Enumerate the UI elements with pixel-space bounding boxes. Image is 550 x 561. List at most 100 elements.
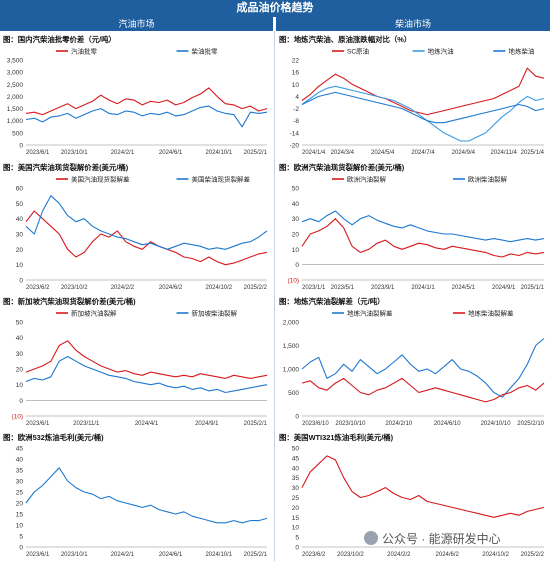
y-tick-label: 40: [16, 335, 24, 342]
section-header-diesel: 柴油市场: [276, 17, 550, 31]
y-tick-label: 50: [16, 320, 24, 327]
y-tick-label: 4: [295, 94, 299, 101]
legend-label: 地炼汽油: [428, 47, 454, 56]
x-tick-label: 2025/1/1: [521, 285, 545, 291]
y-tick-label: 20: [16, 247, 24, 254]
chart-panel-singapore-crack-spread: 图：新加坡汽柴油现货裂解价差(美元/桶) (10) 0 10 20 30 40 50 2023/…: [0, 296, 273, 430]
x-tick-label: 2025/1/4: [521, 150, 545, 156]
x-tick-label: 2023/11/1: [73, 421, 100, 427]
chart-title: 图：地炼汽柴油裂解差（元/吨）: [279, 297, 385, 306]
x-tick-label: 2024/6/1: [159, 552, 183, 558]
x-tick-label: 2024/6/10: [434, 421, 461, 427]
chart-svg: 0 5 10 15 20 25 30 35 40 45 50 2023/6/2 2023/10/2 202…: [292, 446, 545, 559]
y-tick-label: 2,500: [7, 82, 24, 89]
legend-label: SC原油: [347, 47, 369, 56]
x-tick-label: 2024/2/2: [111, 285, 135, 291]
y-tick-label: 30: [292, 216, 300, 223]
y-tick-label: 30: [16, 232, 24, 239]
x-tick-label: 2023/10/1: [61, 552, 88, 558]
x-tick-label: 2024/2/10: [385, 421, 412, 427]
y-tick-label: 20: [16, 501, 24, 508]
legend-label: 地炼汽油裂解差: [347, 309, 393, 318]
x-tick-label: 2025/2/1: [244, 421, 268, 427]
y-tick-label: 20: [292, 232, 300, 239]
x-tick-label: 2024/5/4: [371, 150, 395, 156]
section-header-gasoline: 汽油市场: [0, 17, 273, 31]
x-tick-label: 2023/6/2: [302, 552, 326, 558]
y-tick-label: 50: [292, 186, 300, 193]
x-tick-label: 2023/6/1: [26, 552, 50, 558]
x-tick-label: 2024/2/1: [111, 552, 135, 558]
y-tick-label: 0: [295, 262, 299, 269]
series-line: [25, 105, 268, 128]
series-line: [25, 210, 268, 266]
series-line: [301, 85, 545, 142]
x-tick-label: 2025/2/1: [244, 552, 268, 558]
watermark: 公众号 · 能源研发中心: [364, 530, 501, 547]
y-tick-label: 50: [292, 446, 300, 453]
chart-title: 图：国内汽柴油批零价差（元/吨）: [3, 35, 116, 44]
x-tick-label: 2024/9/4: [452, 150, 476, 156]
x-tick-label: 2023/6/2: [26, 285, 50, 291]
x-tick-label: 2024/10/1: [205, 552, 232, 558]
chart-svg: -20 -14 -8 -2 4 10 16 22 2024/1/4 2024/3/4 2024/5/…: [290, 47, 545, 157]
y-tick-label: 10: [16, 382, 24, 389]
y-tick-label: -2: [293, 106, 299, 113]
y-tick-label: 35: [292, 475, 300, 482]
legend-label: 地炼柴油: [508, 47, 534, 56]
y-tick-label: 15: [16, 512, 24, 519]
chart-panel-us-crack-spread: 图：美国汽柴油现货裂解价差(美元/桶) 0 10 20 30 40 50 60 2023/6/2…: [0, 162, 273, 294]
y-tick-label: (10): [11, 414, 23, 421]
page-title: 成品油价格趋势: [0, 0, 550, 17]
x-tick-label: 2023/10/2: [337, 552, 364, 558]
x-tick-label: 2024/5/1: [452, 285, 476, 291]
chart-title: 图：欧洲汽柴油现货裂解价差(美元/桶): [279, 163, 405, 172]
x-tick-label: 2024/4/1: [135, 421, 159, 427]
chart-svg: 0 500 1,000 1,500 2,000 2023/6/10 2023/10/10 20…: [283, 309, 545, 428]
chart-svg: (10) 0 10 20 30 40 50 2023/6/1 2023/11/1 2024/4/1…: [11, 309, 268, 428]
y-tick-label: 16: [292, 70, 300, 77]
chart-title: 图：美国汽柴油现货裂解价差(美元/桶): [3, 163, 129, 172]
chart-title: 图：新加坡汽柴油现货裂解价差(美元/桶): [3, 297, 136, 306]
y-tick-label: 5: [295, 535, 299, 542]
series-line: [25, 87, 268, 116]
y-tick-label: 0: [19, 278, 23, 285]
legend-label: 柴油批零: [192, 47, 219, 56]
series-line: [301, 377, 545, 403]
y-tick-label: 1,000: [283, 367, 300, 374]
series-line: [25, 340, 268, 379]
x-tick-label: 2024/6/2: [436, 552, 460, 558]
y-tick-label: 40: [16, 457, 24, 464]
y-tick-label: 3,500: [7, 58, 24, 65]
x-tick-label: 2024/1/4: [302, 150, 326, 156]
x-tick-label: 2025/2/10: [517, 421, 544, 427]
y-tick-label: 2,000: [7, 94, 24, 101]
x-tick-label: 2024/2/1: [111, 150, 135, 156]
series-line: [301, 210, 545, 243]
x-tick-label: 2024/9/1: [492, 285, 516, 291]
chart-svg: 0 500 1,000 1,500 2,000 2,500 3,000 3,500 2023/6…: [7, 47, 268, 157]
x-tick-label: 2024/2/2: [387, 552, 411, 558]
legend-label: 美国柴油现货裂解差: [192, 175, 251, 184]
x-tick-label: 2023/1/1: [302, 285, 326, 291]
chart-panel-domestic-wholesale-retail-spread: 图：国内汽柴油批零价差（元/吨） 0 500 1,000 1,500 2,000 2,500…: [0, 34, 273, 159]
series-line: [25, 467, 268, 524]
watermark-text: 公众号 · 能源研发中心: [382, 532, 501, 546]
series-line: [301, 338, 545, 398]
legend-label: 欧洲汽油裂解: [347, 175, 387, 184]
y-tick-label: 1,000: [7, 118, 24, 125]
y-tick-label: 10: [16, 262, 24, 269]
chart-panel-refinery-crack-spread: 图：地炼汽柴油裂解差（元/吨） 0 500 1,000 1,500 2,000 2023/6…: [276, 296, 550, 430]
y-tick-label: -20: [290, 143, 300, 150]
chart-panel-us-wti321-margin: 图：美国WTI321炼油毛利(美元/桶) 0 5 10 15 20 25 30 35 40 45 50…: [276, 432, 550, 561]
x-tick-label: 2023/10/2: [61, 285, 88, 291]
y-tick-label: 40: [16, 216, 24, 223]
x-tick-label: 2024/3/4: [331, 150, 355, 156]
x-tick-label: 2024/6/2: [159, 285, 183, 291]
y-tick-label: 30: [16, 351, 24, 358]
x-tick-label: 2023/6/1: [26, 421, 50, 427]
x-tick-label: 2024/10/2: [482, 552, 509, 558]
y-tick-label: 40: [292, 465, 300, 472]
x-tick-label: 2024/7/4: [411, 150, 435, 156]
series-line: [25, 195, 268, 250]
